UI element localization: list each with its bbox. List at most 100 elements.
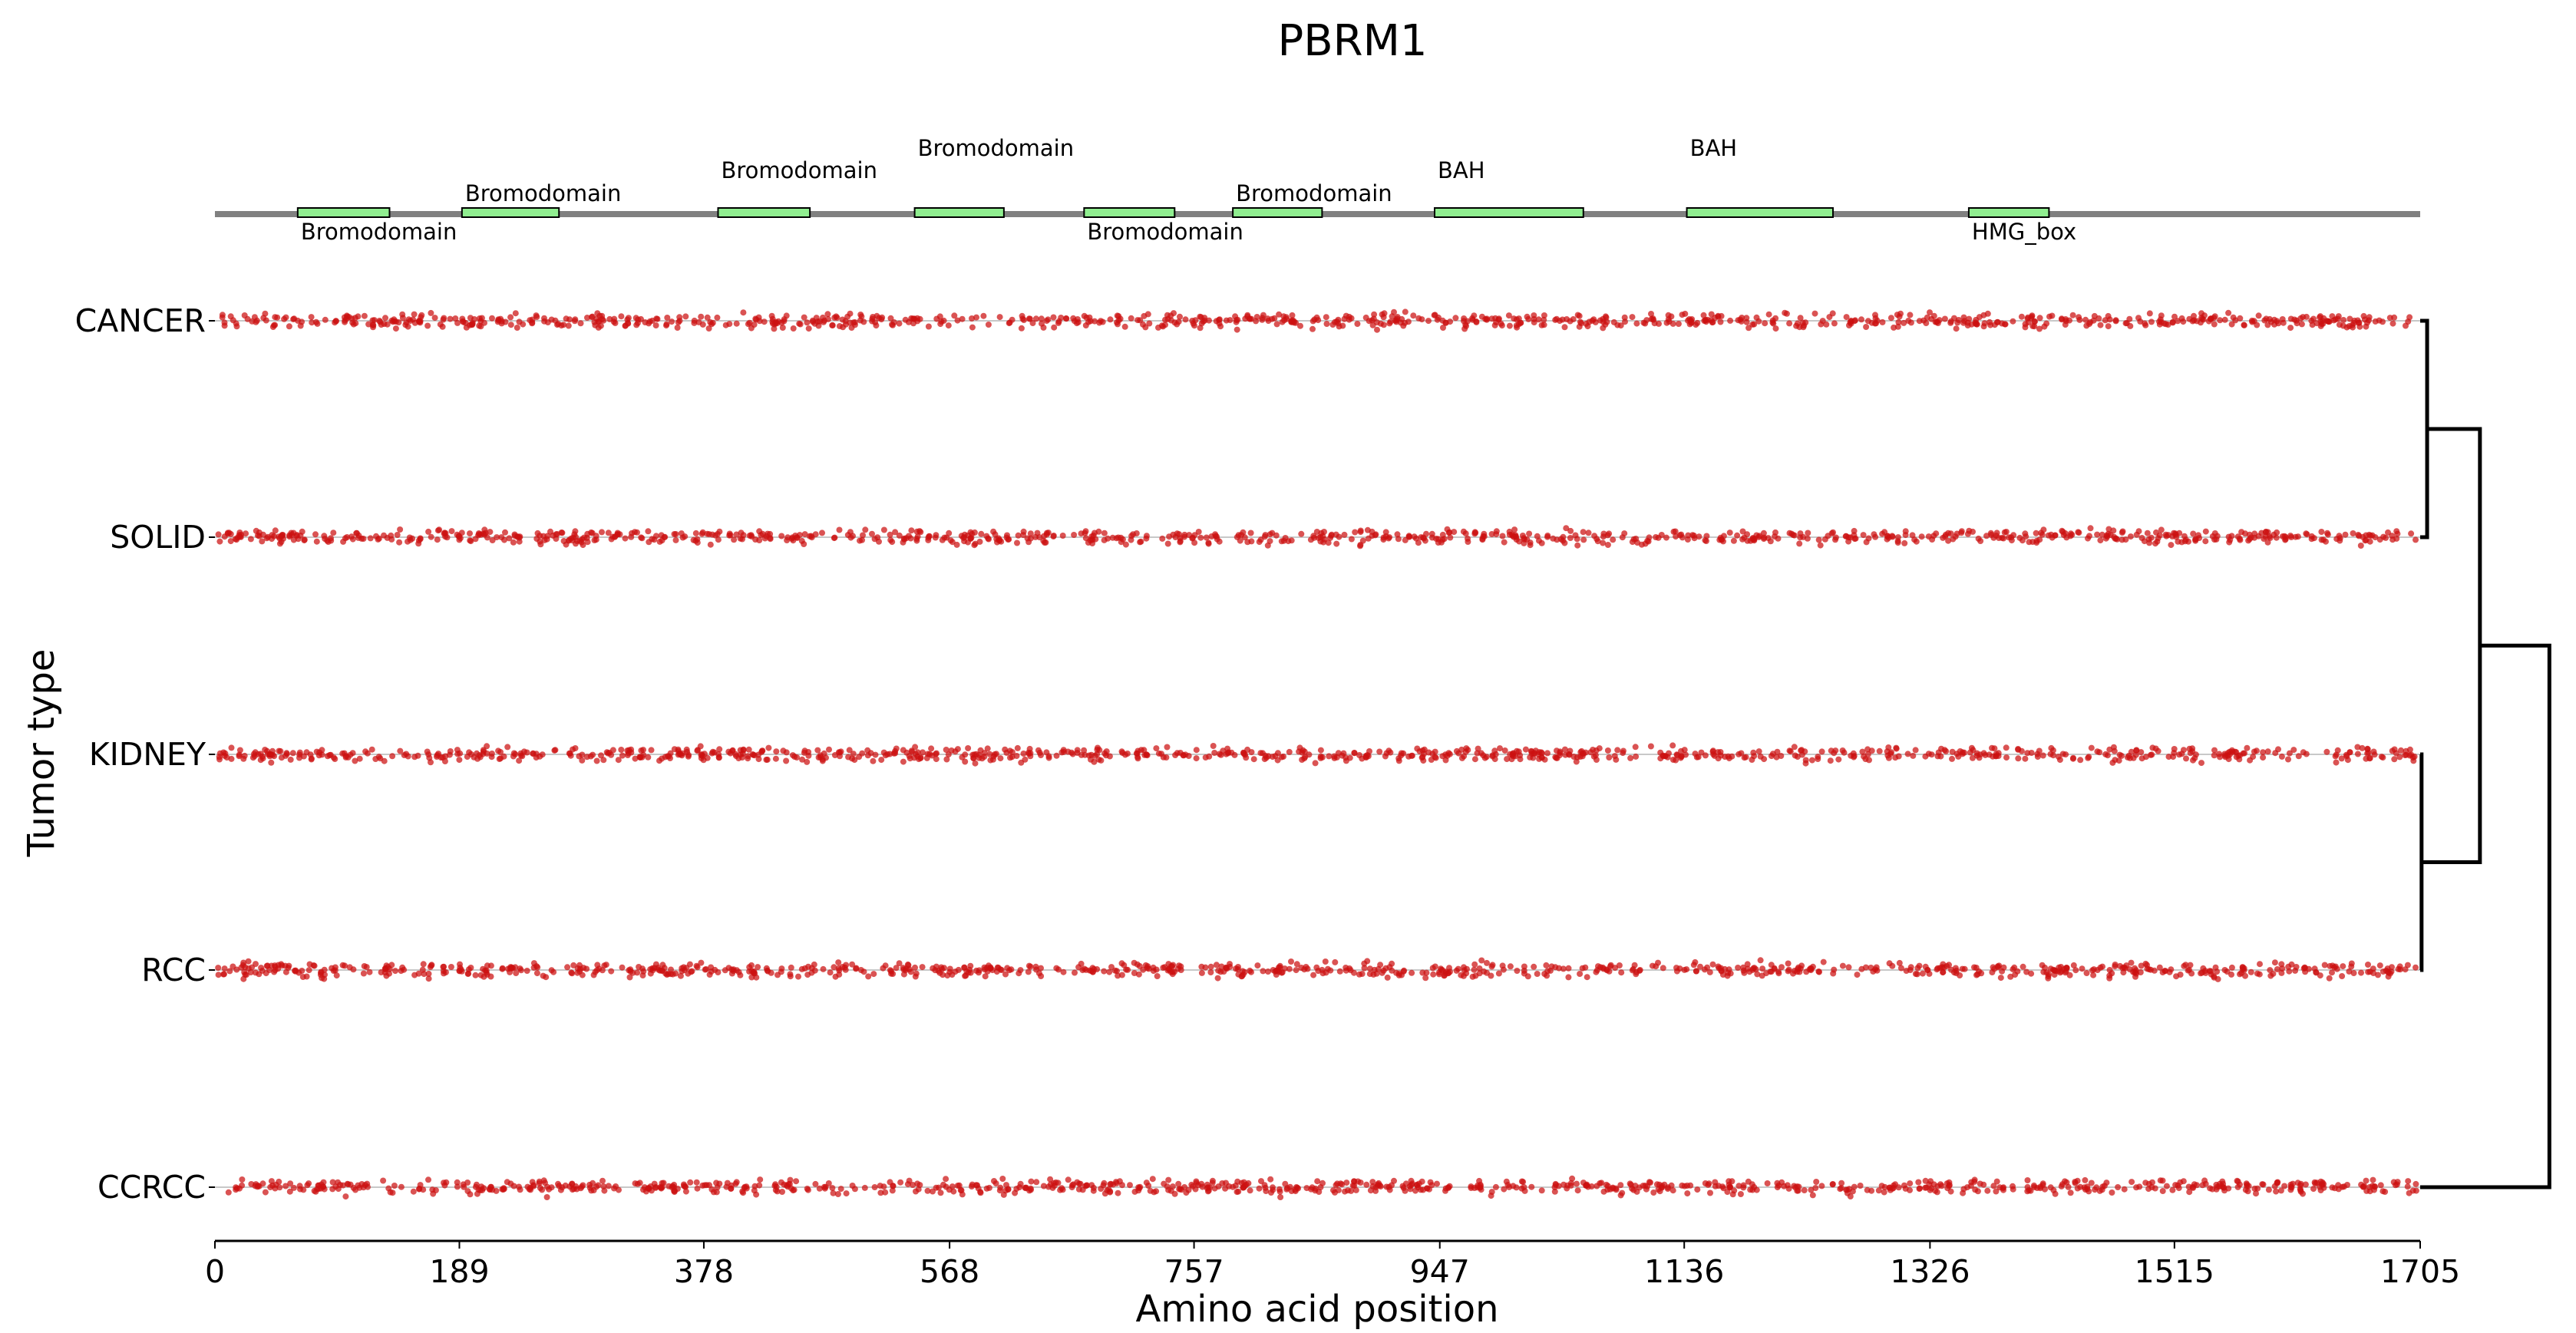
mutation-point — [1739, 536, 1746, 543]
mutation-point — [1283, 1186, 1290, 1193]
mutation-point — [2202, 528, 2209, 535]
domain-box — [1083, 207, 1176, 218]
mutation-point — [2271, 1183, 2278, 1189]
mutation-point — [1574, 1180, 1580, 1187]
mutation-point — [2065, 1183, 2072, 1190]
mutation-point — [1772, 529, 1778, 536]
mutation-point — [216, 538, 223, 545]
mutation-point — [1154, 973, 1161, 979]
mutation-point — [2253, 747, 2260, 754]
mutation-point — [960, 534, 967, 541]
mutation-point — [1868, 747, 1875, 754]
mutation-point — [471, 754, 477, 761]
mutation-point — [941, 534, 948, 541]
mutation-point — [411, 319, 418, 326]
mutation-point — [871, 1184, 878, 1190]
mutation-point — [1894, 539, 1901, 546]
mutation-point — [626, 974, 633, 981]
mutation-point — [1933, 530, 1940, 537]
mutation-point — [1038, 973, 1045, 979]
mutation-point — [1528, 1183, 1535, 1190]
mutation-point — [1009, 749, 1016, 756]
mutation-point — [1007, 754, 1013, 761]
mutation-point — [1164, 540, 1171, 547]
x-tick-label: 1136 — [1644, 1253, 1724, 1290]
mutation-point — [850, 319, 857, 326]
mutation-point — [332, 319, 339, 326]
mutation-point — [1256, 1185, 1263, 1192]
mutation-point — [1458, 754, 1465, 761]
mutation-point — [1481, 968, 1488, 975]
mutation-point — [1214, 975, 1221, 982]
mutation-point — [804, 319, 811, 326]
mutation-point — [2115, 757, 2122, 764]
mutation-point — [1778, 964, 1785, 971]
mutation-point — [784, 534, 791, 541]
mutation-point — [574, 965, 581, 972]
domain-box — [1433, 207, 1584, 218]
mutation-point — [530, 751, 537, 757]
mutation-point — [1243, 754, 1250, 761]
mutation-point — [536, 1178, 543, 1185]
mutation-point — [1371, 311, 1378, 318]
mutation-point — [268, 1178, 275, 1185]
mutation-point — [2411, 753, 2418, 760]
domain-label: BAH — [1438, 157, 1485, 183]
mutation-point — [1188, 1181, 1195, 1188]
mutation-point — [215, 531, 222, 538]
mutation-point — [289, 750, 296, 757]
mutation-point — [403, 751, 410, 757]
mutation-point — [1531, 312, 1537, 318]
mutation-point — [680, 964, 687, 971]
mutation-point — [472, 972, 479, 978]
mutation-point — [1650, 1189, 1657, 1196]
mutation-point — [269, 532, 276, 539]
mutation-point — [962, 758, 969, 765]
mutation-point — [2346, 315, 2353, 322]
mutation-point — [857, 312, 864, 318]
mutation-point — [1757, 753, 1764, 760]
mutation-point — [1694, 1186, 1701, 1193]
mutation-point — [1247, 530, 1254, 536]
mutation-point — [1791, 744, 1798, 751]
mutation-point — [1175, 318, 1182, 325]
mutation-point — [1785, 966, 1792, 973]
mutation-point — [850, 533, 856, 539]
mutation-point — [2089, 967, 2095, 974]
mutation-point — [2099, 963, 2105, 970]
mutation-point — [842, 321, 849, 328]
mutation-point — [676, 314, 683, 321]
mutation-point — [1577, 971, 1584, 977]
mutation-point — [671, 746, 678, 753]
mutation-point — [2241, 322, 2247, 328]
mutation-point — [436, 526, 443, 533]
mutation-point — [2302, 1181, 2309, 1188]
mutation-point — [645, 1185, 652, 1192]
mutation-point — [1604, 542, 1611, 548]
mutation-point — [2234, 1178, 2241, 1185]
mutation-point — [755, 964, 761, 971]
mutation-point — [349, 536, 356, 543]
mutation-point — [447, 315, 454, 322]
mutation-point — [850, 751, 857, 757]
mutation-point — [983, 1185, 990, 1192]
mutation-point — [897, 1179, 904, 1186]
mutation-point — [2138, 535, 2145, 541]
mutation-point — [319, 975, 325, 982]
mutation-point — [1425, 318, 1432, 325]
mutation-point — [1476, 965, 1483, 972]
mutation-point — [740, 309, 747, 316]
mutation-point — [748, 325, 755, 332]
mutation-point — [476, 752, 483, 759]
mutation-point — [1557, 752, 1563, 759]
mutation-point — [869, 530, 875, 537]
mutation-point — [2103, 1180, 2110, 1186]
mutation-point — [1138, 747, 1144, 754]
mutation-point — [1281, 965, 1288, 972]
mutation-point — [598, 752, 604, 759]
mutation-point — [1808, 757, 1815, 764]
mutation-point — [2377, 1182, 2384, 1189]
mutation-point — [580, 542, 586, 549]
mutation-point — [2112, 535, 2119, 542]
mutation-point — [1689, 316, 1696, 322]
